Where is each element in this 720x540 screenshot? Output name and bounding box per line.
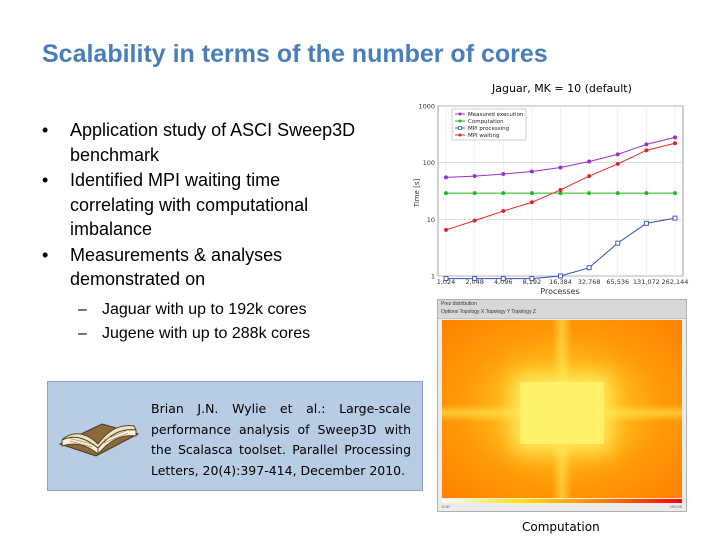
legend-label: MPI processing xyxy=(468,126,509,132)
data-point xyxy=(615,191,620,196)
legend-label: Computation xyxy=(468,119,504,125)
open-book-icon xyxy=(58,423,140,457)
bullet-marker: • xyxy=(42,120,49,140)
y-tick-label: 10 xyxy=(427,216,435,224)
sub-bullet-text: Jaguar with up to 192k cores xyxy=(102,301,307,318)
data-point xyxy=(529,191,534,196)
chart-caption: Jaguar, MK = 10 (default) xyxy=(492,82,632,95)
bullet-marker: • xyxy=(42,170,49,190)
data-point xyxy=(444,175,448,180)
sub-bullet-item: – Jaguar with up to 192k cores xyxy=(76,298,366,322)
data-point xyxy=(443,276,449,282)
heatmap-center-square xyxy=(520,382,604,444)
data-point xyxy=(472,276,478,282)
y-tick-label: 1000 xyxy=(418,103,435,111)
data-point xyxy=(587,159,592,164)
heatmap-color-scale xyxy=(442,499,682,503)
y-tick-label: 1 xyxy=(431,273,435,281)
heatmap-scale-max: 100.00 xyxy=(669,504,682,509)
sub-bullet-item: – Jugene with up to 288k cores xyxy=(76,322,366,346)
bullet-item: • Measurements & analyses demonstrated on xyxy=(30,243,360,292)
data-point xyxy=(444,227,448,232)
data-point xyxy=(529,169,534,174)
data-point xyxy=(615,152,620,157)
heatmap-scale-labels: 0.00 100.00 xyxy=(442,504,682,509)
legend-marker xyxy=(458,133,462,137)
data-point xyxy=(643,220,649,226)
bullet-marker: • xyxy=(42,244,49,265)
data-point xyxy=(672,215,678,221)
data-point xyxy=(472,218,477,223)
data-point xyxy=(558,165,563,170)
heatmap-scale-min: 0.00 xyxy=(442,504,450,509)
sub-bullet-marker: – xyxy=(78,301,87,318)
bullet-list: • Application study of ASCI Sweep3D bench… xyxy=(30,118,360,293)
x-tick-label: 1,024 xyxy=(437,278,456,286)
bullet-item: • Identified MPI waiting time correlating… xyxy=(30,168,360,242)
x-tick-label: 262,144 xyxy=(662,278,689,286)
data-point xyxy=(673,141,677,146)
data-point xyxy=(586,265,592,271)
legend-marker xyxy=(458,126,462,130)
series-group xyxy=(443,135,678,282)
data-point xyxy=(615,240,621,246)
data-point xyxy=(529,200,534,205)
data-point xyxy=(472,174,477,179)
x-tick-label: 65,536 xyxy=(606,278,629,286)
bullet-text: Measurements & analyses demonstrated on xyxy=(70,244,283,290)
data-point xyxy=(501,191,506,196)
data-point xyxy=(500,276,506,282)
data-point xyxy=(673,135,677,140)
x-tick-label: 2,048 xyxy=(465,278,484,286)
reference-box: Brian J.N. Wylie et al.: Large-scale per… xyxy=(47,381,423,491)
x-tick-label: 16,384 xyxy=(549,278,572,286)
data-point xyxy=(558,273,563,279)
data-point xyxy=(673,191,677,196)
sub-bullet-list: – Jaguar with up to 192k cores – Jugene wi… xyxy=(76,298,366,346)
legend-marker xyxy=(458,119,462,123)
bullet-item: • Application study of ASCI Sweep3D bench… xyxy=(30,118,360,167)
y-axis-ticks: 1 10 100 1000 xyxy=(418,103,435,281)
y-tick-label: 100 xyxy=(423,159,435,167)
data-point xyxy=(644,148,649,153)
heatmap-caption: Computation xyxy=(522,520,600,534)
bullet-text: Identified MPI waiting time correlating … xyxy=(70,170,309,239)
x-tick-label: 8,192 xyxy=(523,278,542,286)
data-point xyxy=(501,209,506,214)
x-axis-label: Processes xyxy=(540,287,579,296)
data-point xyxy=(587,191,592,196)
legend-label: MPI waiting xyxy=(468,133,500,139)
x-tick-label: 32,768 xyxy=(578,278,601,286)
line-chart: 1 10 100 1000 1,024 2,048 4,096 8,192 16,384 32,… xyxy=(413,103,689,297)
heatmap-menu[interactable]: Options Topology X Topology Y Topology Z xyxy=(441,309,536,315)
sub-bullet-text: Jugene with up to 288k cores xyxy=(102,325,311,342)
data-point xyxy=(615,161,620,166)
data-point xyxy=(501,172,506,177)
heatmap-toolbar: Prez distribution Options Topology X Top… xyxy=(438,300,686,319)
legend-marker xyxy=(458,112,462,116)
x-tick-label: 4,096 xyxy=(494,278,513,286)
heatmap-window: Prez distribution Options Topology X Top… xyxy=(437,299,687,512)
heatmap-image xyxy=(442,320,682,498)
bullet-text: Application study of ASCI Sweep3D benchm… xyxy=(70,120,356,165)
slide-title: Scalability in terms of the number of co… xyxy=(42,40,548,68)
data-point xyxy=(644,142,649,147)
data-point xyxy=(644,191,649,196)
data-point xyxy=(472,191,477,196)
data-point xyxy=(529,276,535,282)
reference-text: Brian J.N. Wylie et al.: Large-scale per… xyxy=(151,401,411,478)
data-point xyxy=(558,187,563,192)
data-point xyxy=(558,191,563,196)
data-point xyxy=(587,174,592,179)
heatmap-window-title: Prez distribution xyxy=(441,301,477,307)
sub-bullet-marker: – xyxy=(78,325,87,342)
x-tick-label: 131,072 xyxy=(633,278,660,286)
data-point xyxy=(444,191,448,196)
x-axis-ticks: 1,024 2,048 4,096 8,192 16,384 32,768 65,536 13… xyxy=(437,278,689,286)
legend-label: Measured execution xyxy=(468,112,524,118)
y-axis-label: Time [s] xyxy=(413,179,421,209)
